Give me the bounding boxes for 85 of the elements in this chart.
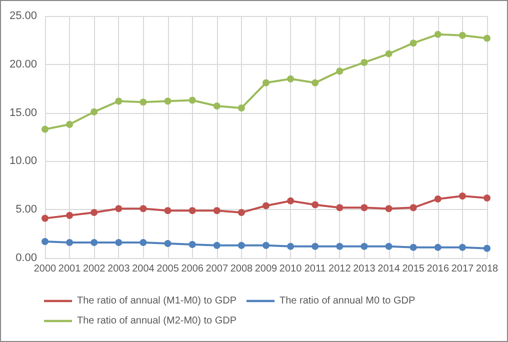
x-tick-label: 2009 [254, 264, 278, 274]
y-tick-label: 25.00 [9, 10, 37, 22]
y-tick-label: 5.00 [16, 204, 37, 216]
point [484, 34, 490, 42]
point [262, 202, 270, 210]
point [336, 204, 344, 212]
point [385, 242, 392, 250]
point [115, 205, 122, 212]
y-tick-label: 0.00 [16, 252, 37, 264]
point [410, 204, 417, 212]
point [360, 58, 368, 66]
x-tick-label: 2012 [328, 264, 352, 274]
point [287, 242, 294, 250]
point [115, 98, 122, 105]
x-tick-label: 2008 [230, 264, 254, 274]
point [42, 126, 48, 133]
point [458, 32, 466, 39]
x-tick-label: 2018 [476, 264, 499, 274]
point [42, 238, 48, 246]
point [336, 68, 344, 75]
point [238, 104, 245, 112]
point [164, 240, 172, 247]
y-tick-label: 10.00 [9, 155, 37, 168]
legend-label: The ratio of annual (M2-M0) to GDP [77, 316, 237, 326]
point [42, 214, 48, 222]
x-tick-label: 2004 [132, 264, 155, 274]
point [410, 244, 417, 251]
point [434, 244, 442, 251]
point [213, 242, 220, 249]
point [385, 50, 392, 58]
y-tick-label: 20.00 [9, 58, 37, 70]
point [434, 195, 442, 202]
point [115, 239, 122, 246]
point [484, 194, 490, 202]
y-tick-label: 15.00 [9, 106, 37, 119]
point [360, 204, 368, 212]
x-tick-label: 2013 [353, 264, 376, 274]
x-tick-label: 2003 [108, 264, 130, 274]
legend-label: The ratio of annual (M1-M0) to GDP [77, 296, 237, 306]
x-tick-label: 2011 [304, 264, 326, 274]
point [238, 209, 245, 216]
legend-label: The ratio of annual M0 to GDP [280, 296, 416, 306]
point [140, 239, 147, 246]
point [434, 30, 442, 38]
point [90, 239, 98, 246]
x-tick-label: 2001 [58, 264, 82, 274]
x-tick-label: 2015 [402, 264, 425, 274]
x-tick-label: 2006 [181, 264, 204, 274]
point [262, 79, 270, 86]
point [360, 242, 368, 250]
x-tick-label: 2005 [156, 264, 180, 274]
point [213, 207, 220, 214]
point [164, 98, 172, 105]
x-tick-label: 2007 [206, 264, 228, 274]
point [484, 244, 490, 252]
x-tick-label: 2017 [451, 264, 474, 274]
point [385, 205, 392, 212]
point [287, 197, 294, 204]
point [262, 242, 270, 249]
point [458, 192, 466, 200]
point [66, 212, 74, 219]
point [312, 242, 319, 250]
point [66, 120, 74, 128]
point [458, 244, 466, 251]
x-tick-label: 2010 [279, 264, 302, 274]
point [410, 40, 417, 47]
point [287, 75, 294, 82]
x-tick-label: 2016 [426, 264, 450, 274]
point [140, 205, 147, 212]
point [213, 102, 220, 110]
point [312, 201, 319, 208]
x-tick-label: 2014 [378, 264, 400, 274]
point [164, 207, 172, 214]
point [238, 242, 245, 249]
point [336, 242, 344, 250]
point [312, 79, 319, 86]
point [188, 207, 196, 214]
point [140, 98, 147, 106]
point [188, 240, 196, 248]
point [66, 239, 74, 246]
point [188, 96, 196, 104]
x-tick-label: 2000 [34, 264, 57, 274]
point [90, 209, 98, 216]
x-tick-label: 2002 [82, 264, 106, 274]
point [90, 108, 98, 116]
